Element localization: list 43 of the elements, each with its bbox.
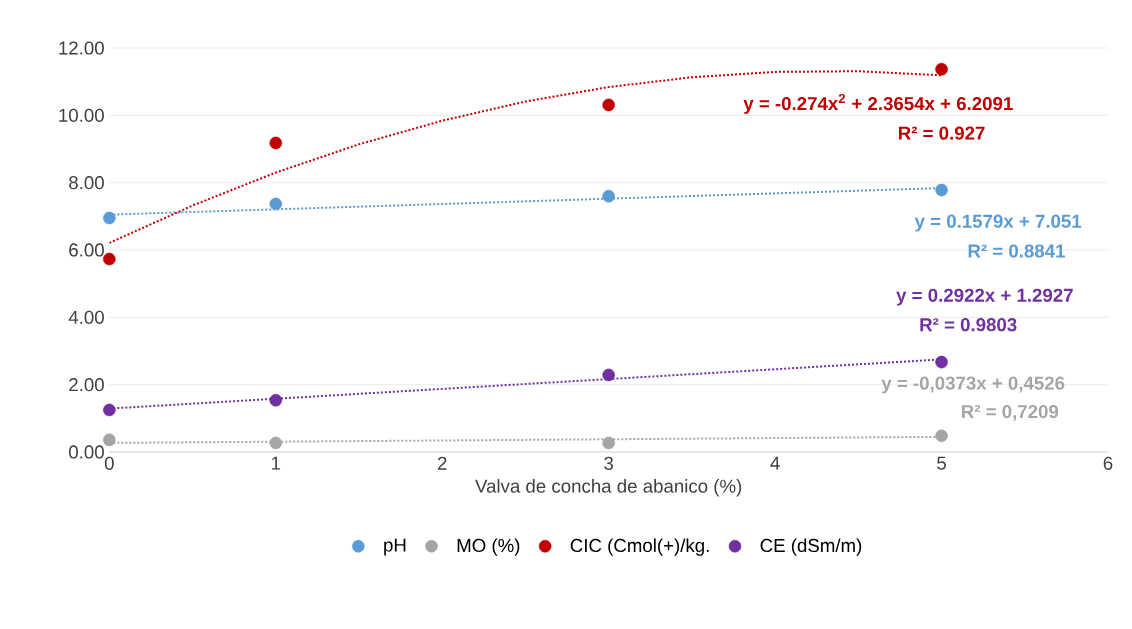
point: [935, 429, 948, 442]
point: [103, 252, 116, 266]
point: [602, 189, 615, 203]
point: [935, 62, 948, 76]
annotation: R² = 0.927: [898, 126, 985, 140]
y-tick-label: 4.00: [68, 310, 104, 324]
annotation: R² = 0.8841: [968, 244, 1065, 258]
point: [935, 355, 948, 369]
x-tick-label: 3: [604, 456, 614, 470]
x-tick-label: 1: [272, 456, 281, 470]
point: [269, 393, 283, 407]
y-tick-label: 6.00: [69, 243, 104, 257]
y-tick-label: 10.00: [59, 108, 104, 122]
x-tick-label: 6: [1103, 456, 1113, 470]
annotation: y = 0.2922x + 1.2927: [896, 288, 1073, 306]
y-tick-label: 12.00: [59, 41, 104, 55]
legend-label: CE (dSm/m): [760, 538, 862, 556]
point: [269, 197, 283, 210]
x-axis-title: Valva de concha de abanico (%): [475, 478, 742, 497]
point: [103, 403, 116, 417]
x-tick-label: 2: [437, 456, 447, 470]
annotation: y = 0.1579x + 7.051: [914, 214, 1082, 232]
legend-label: MO (%): [457, 538, 520, 556]
point: [602, 436, 615, 450]
point: [269, 436, 283, 450]
x-tick-label: 5: [937, 456, 946, 470]
point: [602, 368, 615, 382]
x-tick-label: 0: [104, 456, 114, 470]
y-tick-label: 8.00: [69, 175, 104, 190]
point: [103, 433, 116, 446]
y-tick-label: 2.00: [69, 377, 104, 392]
point: [103, 211, 116, 225]
annotation: R² = 0,7209: [962, 404, 1059, 421]
annotation: y = -0.274x$^{2}$ + 2.3654x + 6.2091: [743, 93, 1013, 114]
legend-label: pH: [384, 538, 406, 556]
legend-label: CIC (Cmol(+)/kg.: [570, 538, 709, 556]
point: [602, 98, 615, 112]
point: [935, 183, 948, 197]
annotation: R² = 0.9803: [920, 317, 1017, 332]
point: [269, 136, 283, 150]
annotation: y = -0,0373x + 0,4526: [881, 376, 1065, 394]
x-tick-label: 4: [770, 456, 780, 470]
y-tick-label: 0.00: [69, 445, 104, 459]
